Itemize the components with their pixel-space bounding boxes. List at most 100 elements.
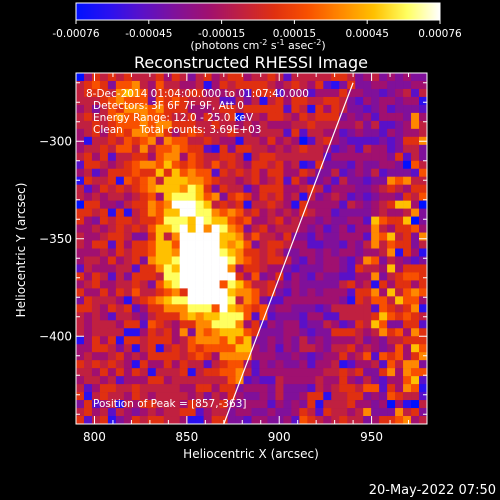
plot-frame [75, 72, 428, 425]
heatmap-cell [83, 168, 93, 178]
heatmap-cell [115, 96, 125, 106]
heatmap-cell [323, 88, 332, 98]
heatmap-cell [371, 416, 380, 424]
heatmap-cell [267, 392, 276, 401]
heatmap-cell [411, 328, 420, 337]
heatmap-cell [99, 320, 109, 329]
heatmap-cell [115, 104, 125, 114]
heatmap-cell [347, 352, 356, 361]
heatmap-cell [211, 136, 220, 146]
heatmap-cell [387, 360, 396, 369]
heatmap-cell [411, 400, 420, 409]
heatmap-cell [275, 344, 284, 353]
heatmap-cell [259, 320, 268, 329]
heatmap-cell [155, 216, 165, 225]
heatmap-cell [243, 136, 252, 146]
heatmap-cell [315, 264, 324, 273]
heatmap-cell [371, 312, 380, 321]
heatmap-cell [291, 416, 300, 424]
heatmap-cell [251, 192, 260, 201]
heatmap-cell [171, 248, 181, 257]
heatmap-cell [147, 376, 157, 385]
heatmap-cell [243, 352, 252, 361]
heatmap-cell [147, 272, 157, 281]
heatmap-cell [339, 144, 348, 154]
heatmap-cell [323, 392, 332, 401]
heatmap-cell [147, 416, 157, 424]
heatmap-cell [395, 88, 404, 98]
heatmap-cell [347, 160, 356, 170]
heatmap-cell [131, 184, 141, 193]
heatmap-cell [395, 336, 404, 345]
heatmap-cell [171, 264, 181, 273]
heatmap-cell [187, 400, 196, 409]
heatmap-cell [371, 200, 380, 209]
heatmap-cell [131, 136, 141, 146]
heatmap-cell [91, 248, 101, 257]
heatmap-cell [347, 80, 356, 90]
heatmap-cell [339, 232, 348, 241]
heatmap-cell [299, 384, 308, 393]
heatmap-cell [115, 88, 125, 98]
heatmap-cell [211, 408, 220, 417]
heatmap-cell [211, 384, 220, 393]
heatmap-cell [147, 80, 157, 90]
heatmap-cell [355, 384, 364, 393]
heatmap-cell [331, 120, 340, 130]
heatmap-cell [155, 248, 165, 257]
heatmap-cell [139, 344, 149, 353]
heatmap-cell [283, 360, 292, 369]
heatmap-cell [371, 192, 380, 201]
heatmap-cell [163, 384, 173, 393]
heatmap-cell [123, 408, 133, 417]
heatmap-cell [219, 304, 228, 313]
heatmap-cell [76, 184, 85, 193]
heatmap-cell [235, 168, 244, 178]
heatmap-cell [203, 368, 212, 377]
heatmap-cell [331, 80, 340, 90]
heatmap-cell [347, 376, 356, 385]
heatmap-cell [235, 304, 244, 313]
heatmap-cell [259, 128, 268, 138]
heatmap-cell [107, 368, 117, 377]
heatmap-cell [291, 352, 300, 361]
heatmap-cell [267, 328, 276, 337]
heatmap-cell [323, 376, 332, 385]
heatmap-cell [211, 88, 220, 98]
heatmap-cell [411, 312, 420, 321]
heatmap-cell [139, 168, 149, 178]
heatmap-cell [251, 416, 260, 424]
heatmap-cell [76, 368, 85, 377]
heatmap-cell [363, 120, 372, 130]
heatmap-cell [267, 184, 276, 193]
heatmap-cell [147, 208, 157, 217]
heatmap-cell [163, 280, 173, 289]
heatmap-cell [235, 88, 244, 98]
heatmap-cell [275, 152, 284, 162]
heatmap-cell [107, 208, 117, 217]
heatmap-cell [371, 344, 380, 353]
heatmap-cell [171, 160, 181, 170]
heatmap-cell [243, 200, 252, 209]
heatmap-cell [235, 176, 244, 185]
heatmap-cell [387, 320, 396, 329]
heatmap-cell [299, 96, 308, 106]
heatmap-cell [76, 344, 85, 353]
heatmap-cell [387, 192, 396, 201]
heatmap-cell [387, 256, 396, 265]
heatmap-cell [291, 392, 300, 401]
heatmap-cell [76, 192, 85, 201]
heatmap-cell [76, 200, 85, 209]
heatmap-cell [243, 296, 252, 305]
heatmap-cell [139, 328, 149, 337]
heatmap-cell [147, 176, 157, 185]
heatmap-cell [235, 312, 244, 321]
heatmap-cell [155, 152, 165, 162]
heatmap-cell [307, 376, 316, 385]
heatmap-cell [163, 88, 173, 98]
heatmap-cell [211, 416, 220, 424]
heatmap-cell [339, 352, 348, 361]
heatmap-cell [331, 304, 340, 313]
heatmap-cell [291, 320, 300, 329]
heatmap-cell [251, 408, 260, 417]
